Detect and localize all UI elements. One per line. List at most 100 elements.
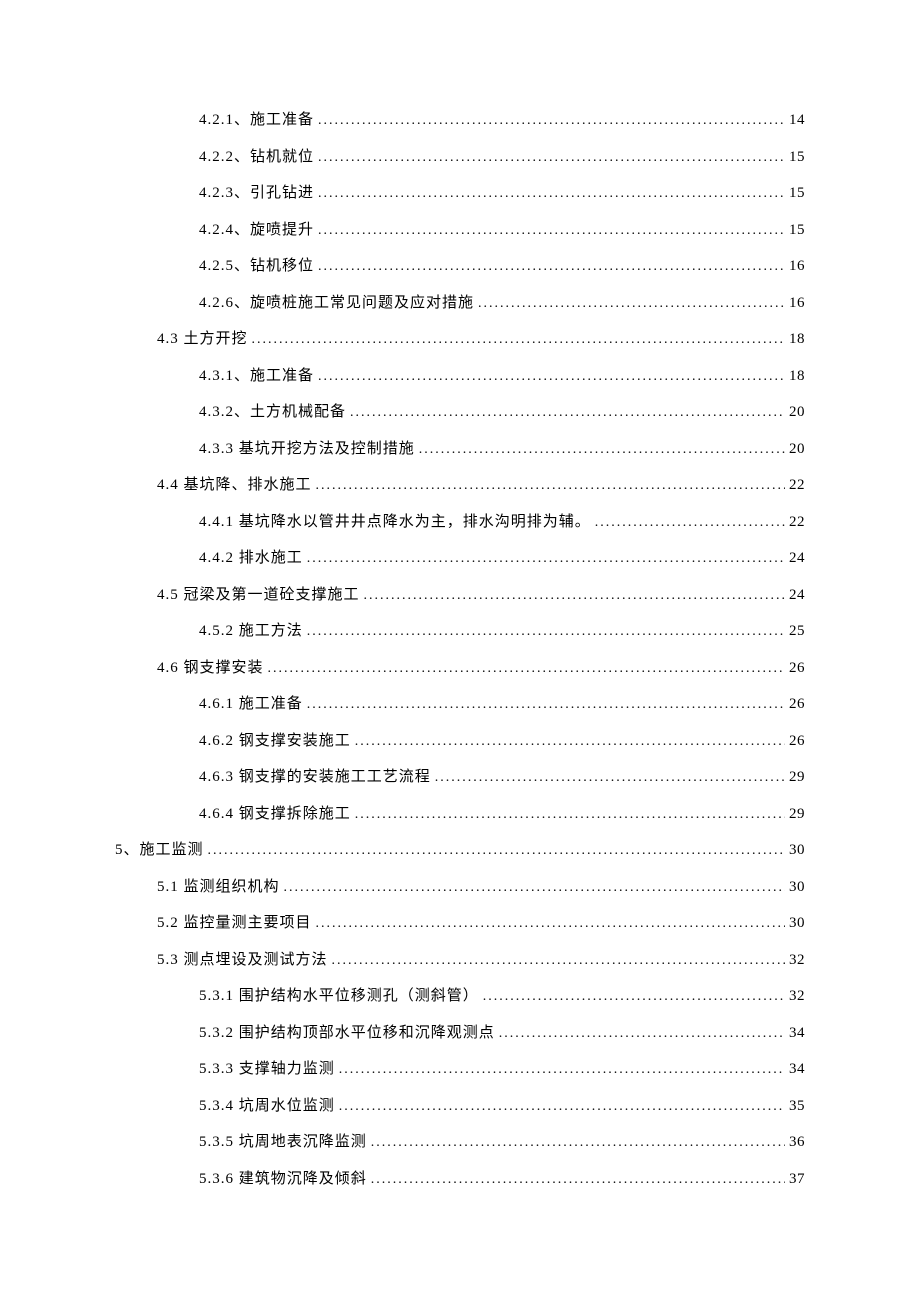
toc-entry: 4.5 冠梁及第一道砼支撑施工24	[115, 585, 805, 606]
table-of-contents: 4.2.1、施工准备144.2.2、钻机就位154.2.3、引孔钻进154.2.…	[115, 110, 805, 1190]
toc-entry-label: 4.6 钢支撑安装	[157, 658, 264, 679]
toc-leader-dots	[355, 805, 785, 825]
toc-entry: 5.3.3 支撑轴力监测 34	[115, 1059, 805, 1080]
toc-leader-dots	[307, 622, 785, 642]
toc-entry-page: 20	[789, 439, 805, 460]
toc-entry: 4.3.3 基坑开挖方法及控制措施 20	[115, 439, 805, 460]
toc-entry: 5.3.6 建筑物沉降及倾斜 37	[115, 1169, 805, 1190]
toc-entry-label: 4.6.2 钢支撑安装施工	[199, 731, 351, 752]
toc-entry: 4.2.3、引孔钻进15	[115, 183, 805, 204]
toc-entry: 4.2.1、施工准备 14	[115, 110, 805, 131]
toc-entry-label: 4.4.1 基坑降水以管井井点降水为主，排水沟明排为辅。	[199, 512, 591, 533]
toc-entry: 5.3 测点埋设及测试方法 32	[115, 950, 805, 971]
toc-entry-page: 24	[789, 548, 805, 569]
toc-entry-label: 4.2.5、钻机移位	[199, 256, 314, 277]
toc-leader-dots	[595, 513, 785, 533]
toc-entry-label: 4.2.6、旋喷桩施工常见问题及应对措施	[199, 293, 474, 314]
toc-leader-dots	[284, 878, 785, 898]
toc-leader-dots	[419, 440, 785, 460]
toc-entry: 5.3.4 坑周水位监测35	[115, 1096, 805, 1117]
toc-leader-dots	[316, 914, 785, 934]
toc-entry-page: 16	[789, 293, 805, 314]
toc-leader-dots	[318, 111, 785, 131]
toc-entry-label: 5.2 监控量测主要项目	[157, 913, 312, 934]
toc-entry-page: 35	[789, 1096, 805, 1117]
toc-leader-dots	[350, 403, 785, 423]
toc-leader-dots	[318, 367, 785, 387]
toc-leader-dots	[499, 1024, 785, 1044]
toc-entry-label: 4.4 基坑降、排水施工	[157, 475, 312, 496]
toc-entry-page: 22	[789, 475, 805, 496]
toc-entry-page: 37	[789, 1169, 805, 1190]
toc-leader-dots	[483, 987, 785, 1007]
toc-leader-dots	[316, 476, 785, 496]
toc-entry-label: 5、施工监测	[115, 840, 204, 861]
toc-entry-page: 26	[789, 731, 805, 752]
toc-leader-dots	[371, 1170, 785, 1190]
toc-entry-page: 18	[789, 366, 805, 387]
toc-entry-label: 4.3 土方开挖	[157, 329, 248, 350]
toc-entry: 4.2.6、旋喷桩施工常见问题及应对措施 16	[115, 293, 805, 314]
toc-entry: 4.3.2、土方机械配备20	[115, 402, 805, 423]
toc-entry-label: 4.5.2 施工方法	[199, 621, 303, 642]
toc-leader-dots	[478, 294, 785, 314]
toc-entry-page: 26	[789, 658, 805, 679]
toc-leader-dots	[208, 841, 785, 861]
toc-entry-label: 4.2.2、钻机就位	[199, 147, 314, 168]
toc-entry-page: 34	[789, 1023, 805, 1044]
toc-entry: 4.6.1 施工准备 26	[115, 694, 805, 715]
toc-entry-page: 15	[789, 147, 805, 168]
toc-leader-dots	[318, 184, 785, 204]
toc-entry-page: 30	[789, 877, 805, 898]
toc-entry-page: 34	[789, 1059, 805, 1080]
toc-entry-page: 32	[789, 950, 805, 971]
toc-entry-label: 4.6.1 施工准备	[199, 694, 303, 715]
toc-entry-page: 29	[789, 767, 805, 788]
toc-entry-page: 30	[789, 913, 805, 934]
toc-entry: 4.6.3 钢支撑的安装施工工艺流程29	[115, 767, 805, 788]
toc-entry: 4.6.2 钢支撑安装施工 26	[115, 731, 805, 752]
toc-entry: 5.2 监控量测主要项目 30	[115, 913, 805, 934]
toc-entry-label: 4.2.3、引孔钻进	[199, 183, 314, 204]
toc-entry: 5.3.1 围护结构水平位移测孔（测斜管） 32	[115, 986, 805, 1007]
toc-entry-label: 5.3.3 支撑轴力监测	[199, 1059, 335, 1080]
toc-leader-dots	[252, 330, 785, 350]
toc-entry-page: 36	[789, 1132, 805, 1153]
toc-entry-page: 15	[789, 220, 805, 241]
toc-entry-label: 4.3.3 基坑开挖方法及控制措施	[199, 439, 415, 460]
toc-entry-label: 4.2.1、施工准备	[199, 110, 314, 131]
toc-entry-page: 16	[789, 256, 805, 277]
toc-entry-label: 5.3.6 建筑物沉降及倾斜	[199, 1169, 367, 1190]
toc-entry-page: 18	[789, 329, 805, 350]
toc-entry-page: 14	[789, 110, 805, 131]
toc-entry-label: 5.1 监测组织机构	[157, 877, 280, 898]
toc-leader-dots	[371, 1133, 785, 1153]
toc-entry-label: 5.3.2 围护结构顶部水平位移和沉降观测点	[199, 1023, 495, 1044]
toc-entry: 4.4.2 排水施工24	[115, 548, 805, 569]
toc-entry-page: 32	[789, 986, 805, 1007]
toc-leader-dots	[318, 221, 785, 241]
toc-entry-label: 5.3 测点埋设及测试方法	[157, 950, 328, 971]
toc-leader-dots	[339, 1097, 785, 1117]
toc-entry-page: 26	[789, 694, 805, 715]
toc-leader-dots	[435, 768, 785, 788]
toc-entry-page: 22	[789, 512, 805, 533]
toc-entry-page: 29	[789, 804, 805, 825]
toc-entry: 4.2.2、钻机就位 15	[115, 147, 805, 168]
toc-entry: 4.3.1、施工准备 18	[115, 366, 805, 387]
toc-entry-label: 4.2.4、旋喷提升	[199, 220, 314, 241]
toc-leader-dots	[332, 951, 785, 971]
toc-entry: 5.3.5 坑周地表沉降监测36	[115, 1132, 805, 1153]
toc-entry-label: 4.3.2、土方机械配备	[199, 402, 346, 423]
toc-leader-dots	[318, 257, 785, 277]
toc-entry: 4.6.4 钢支撑拆除施工 29	[115, 804, 805, 825]
toc-entry-label: 4.6.4 钢支撑拆除施工	[199, 804, 351, 825]
toc-leader-dots	[355, 732, 785, 752]
toc-entry-label: 5.3.1 围护结构水平位移测孔（测斜管）	[199, 986, 479, 1007]
toc-entry-label: 4.3.1、施工准备	[199, 366, 314, 387]
toc-entry-page: 30	[789, 840, 805, 861]
toc-entry: 4.3 土方开挖 18	[115, 329, 805, 350]
toc-entry-page: 25	[789, 621, 805, 642]
toc-entry-label: 4.5 冠梁及第一道砼支撑施工	[157, 585, 360, 606]
toc-entry: 5.1 监测组织机构 30	[115, 877, 805, 898]
